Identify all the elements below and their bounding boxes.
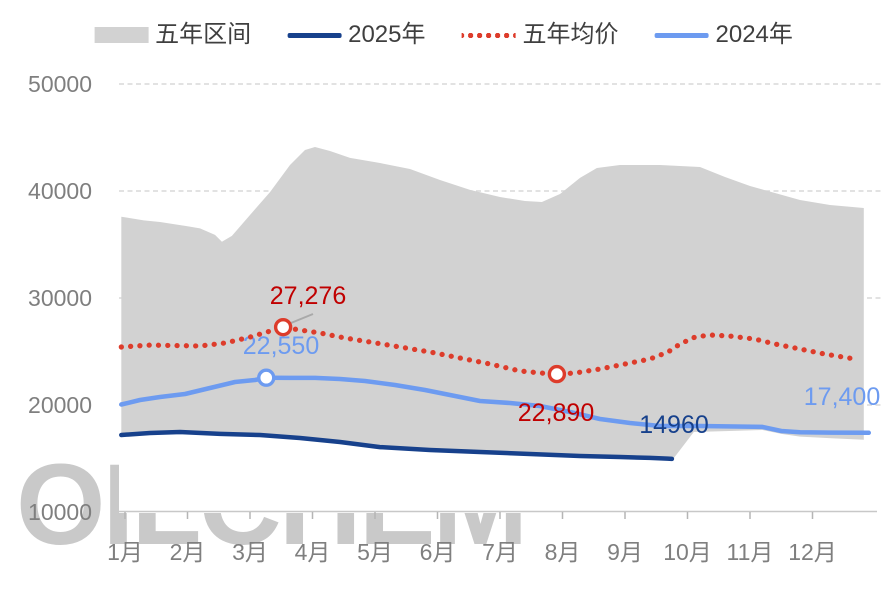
x-axis-label: 4月 xyxy=(294,539,331,565)
y-axis-label: 10000 xyxy=(28,499,92,525)
legend-band-swatch-icon xyxy=(94,27,149,44)
chart-legend: 五年区间 2025年 五年均价 2024年 xyxy=(94,21,793,48)
x-axis-label: 2月 xyxy=(169,539,206,565)
annotation-y2024-end: 17,400 xyxy=(804,383,880,411)
legend-line-swatch-icon xyxy=(287,32,342,38)
legend-label: 五年均价 xyxy=(522,21,619,48)
legend-item-五年区间: 五年区间 xyxy=(94,21,252,48)
legend-label: 五年区间 xyxy=(155,21,252,48)
marker-avg-peak xyxy=(273,317,293,337)
x-axis-label: 7月 xyxy=(482,539,518,565)
line-2025 xyxy=(119,429,675,462)
y-axis-label: 40000 xyxy=(28,178,92,204)
x-axis-label: 11月 xyxy=(726,539,774,565)
x-axis-label: 3月 xyxy=(232,539,268,565)
x-axis-label: 8月 xyxy=(544,539,581,565)
five-year-range-band xyxy=(121,147,864,461)
line-five-year-average xyxy=(118,324,858,377)
legend-item-2024年: 2024年 xyxy=(654,21,793,48)
x-axis-label: 5月 xyxy=(357,539,393,565)
annotation-y2024-peak: 22,550 xyxy=(243,332,319,360)
y-axis-label: 20000 xyxy=(28,392,92,418)
y-axis-label: 30000 xyxy=(28,285,92,311)
x-axis-label: 9月 xyxy=(607,539,643,565)
annotation-avg-low: 22,890 xyxy=(518,399,594,427)
line-2024 xyxy=(119,375,872,436)
legend-line-swatch-icon xyxy=(654,32,709,38)
legend-item-2025年: 2025年 xyxy=(287,21,426,48)
legend-label: 2024年 xyxy=(715,21,793,48)
x-axis-label: 12月 xyxy=(788,539,837,565)
legend-dotted-line-swatch-icon xyxy=(461,31,516,39)
annotation-avg-peak: 27,276 xyxy=(270,282,346,310)
legend-label: 2025年 xyxy=(348,21,426,48)
y-axis-label: 50000 xyxy=(28,71,92,97)
x-axis-label: 6月 xyxy=(419,539,456,565)
marker-avg-low xyxy=(547,364,567,384)
annotation-y2025-end: 14960 xyxy=(639,411,709,439)
legend-item-五年均价: 五年均价 xyxy=(461,21,619,48)
x-axis-label: 10月 xyxy=(663,539,712,565)
marker-y2024-peak xyxy=(257,368,276,387)
x-axis-label: 1月 xyxy=(107,539,143,565)
